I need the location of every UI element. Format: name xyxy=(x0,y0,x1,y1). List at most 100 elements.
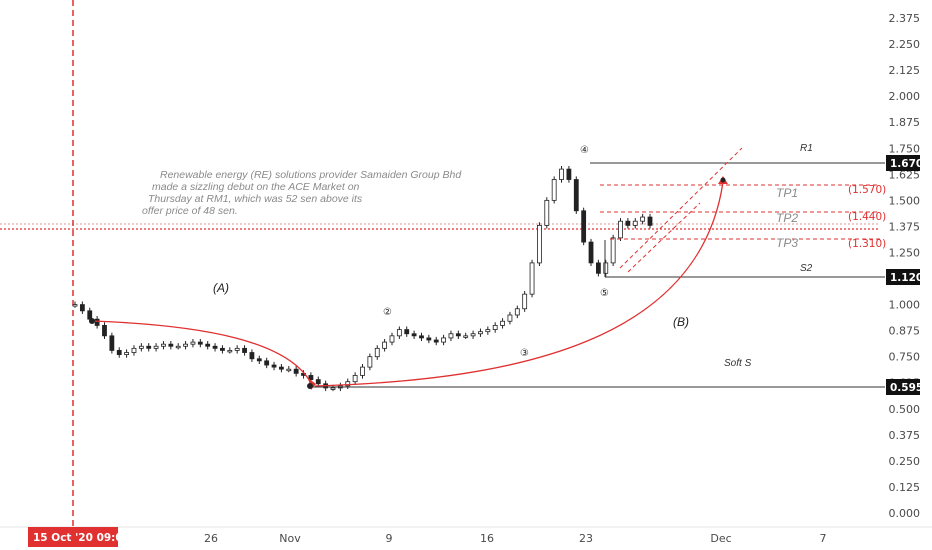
candle-body xyxy=(131,347,137,353)
candle-body xyxy=(330,387,336,390)
candle-body xyxy=(507,314,513,322)
y-tick-label: 1.875 xyxy=(889,116,921,129)
candle-body xyxy=(286,368,292,372)
s2-price-tag xyxy=(886,269,920,285)
candle-body xyxy=(382,341,388,349)
candle-body xyxy=(581,210,587,243)
candle-body xyxy=(551,179,557,201)
candle-body xyxy=(426,337,432,341)
candle-body xyxy=(205,343,211,347)
candle-body xyxy=(448,333,454,339)
tp1-value: (1.570) xyxy=(848,184,886,196)
tp3-value: (1.310) xyxy=(848,238,886,250)
candle-body xyxy=(197,341,203,345)
candle-body xyxy=(455,333,461,337)
y-tick-label: 1.625 xyxy=(889,168,921,181)
candle-body xyxy=(647,216,653,226)
x-tick-label: Nov xyxy=(279,532,301,545)
candle-body xyxy=(396,329,402,337)
candle-body xyxy=(220,347,225,351)
y-tick-label: 0.875 xyxy=(889,325,921,338)
x-tick-label: 23 xyxy=(579,532,593,545)
y-axis: 2.375 2.250 2.125 2.000 1.875 1.750 1.625 1.500… xyxy=(889,12,921,520)
arrow-b xyxy=(314,181,724,387)
candle-body xyxy=(249,352,255,360)
candle-body xyxy=(109,335,115,351)
candle-body xyxy=(264,360,270,366)
y-tick-label: 1.000 xyxy=(889,299,921,312)
candle-body xyxy=(492,325,498,330)
tp3-label: TP3 xyxy=(776,236,798,250)
candle-body xyxy=(478,331,483,335)
candle-body xyxy=(566,168,572,180)
r1-label: R1 xyxy=(800,143,813,154)
soft-s-label: Soft S xyxy=(724,358,752,369)
candle-body xyxy=(559,168,564,180)
start-date-tag xyxy=(28,527,118,547)
candle-body xyxy=(138,345,144,349)
candle-body xyxy=(522,293,528,310)
trend-channel-lower xyxy=(627,202,701,273)
candle-body xyxy=(640,216,646,222)
arrow-a xyxy=(91,320,313,386)
y-tick-label: 1.375 xyxy=(889,220,921,233)
candle-body xyxy=(389,335,395,343)
candle-body xyxy=(603,262,609,274)
candle-body xyxy=(102,325,107,337)
y-tick-label: 1.500 xyxy=(889,194,921,207)
y-tick-label: 0.500 xyxy=(889,403,921,416)
tp2-value: (1.440) xyxy=(848,211,886,223)
candle-body xyxy=(470,333,476,337)
candle-body xyxy=(537,224,542,264)
annotation-line-4: offer price of 48 sen. xyxy=(142,205,238,217)
candle-body xyxy=(87,310,93,320)
candle-body xyxy=(161,343,166,347)
news-annotation: Renewable energy (RE) solutions provider… xyxy=(142,169,462,217)
candle-body xyxy=(419,335,424,339)
candle-body xyxy=(411,333,417,337)
y-tick-label: 1.250 xyxy=(889,246,921,259)
candle-body xyxy=(610,237,616,264)
annotation-line-3: Thursday at RM1, which was 52 sen above … xyxy=(148,193,363,205)
wave-label-a: (A) xyxy=(213,281,229,295)
candle-body xyxy=(618,220,623,239)
candle-body xyxy=(94,318,100,326)
candle-body xyxy=(514,308,520,316)
x-tick-label: 9 xyxy=(386,532,393,545)
y-tick-label: 0.375 xyxy=(889,429,921,442)
s2-label: S2 xyxy=(800,263,813,274)
r1-price-tag xyxy=(886,155,920,171)
candle-body xyxy=(234,347,240,351)
y-tick-label: 0.000 xyxy=(889,507,921,520)
arrow-b-end xyxy=(720,177,726,183)
candle-body xyxy=(374,347,380,358)
candle-body xyxy=(595,262,601,274)
candle-body xyxy=(529,262,535,295)
candle-body xyxy=(279,366,284,370)
y-tick-label: 2.125 xyxy=(889,64,921,77)
r1-price-value: 1.670 xyxy=(890,158,923,170)
candle-body xyxy=(345,381,351,387)
tp2-label: TP2 xyxy=(776,211,798,225)
wave-count-4: ④ xyxy=(580,145,589,156)
candle-body xyxy=(271,364,277,368)
candle-body xyxy=(116,350,122,356)
candle-body xyxy=(183,343,188,347)
y-tick-label: 2.375 xyxy=(889,12,921,25)
y-tick-label: 2.250 xyxy=(889,38,921,51)
candle-body xyxy=(72,304,78,307)
candle-body xyxy=(153,345,159,349)
candle-body xyxy=(227,350,233,353)
wave-label-b: (B) xyxy=(673,315,689,329)
candle-body xyxy=(352,375,358,383)
arrow-b-start xyxy=(307,383,313,389)
candle-body xyxy=(146,345,152,349)
candle-body xyxy=(168,343,174,347)
candle-body xyxy=(315,379,321,385)
support-price-tag xyxy=(886,379,920,395)
candle-body xyxy=(433,339,439,343)
candles xyxy=(72,165,653,392)
candle-body xyxy=(256,358,262,362)
y-tick-label: 1.750 xyxy=(889,142,921,155)
